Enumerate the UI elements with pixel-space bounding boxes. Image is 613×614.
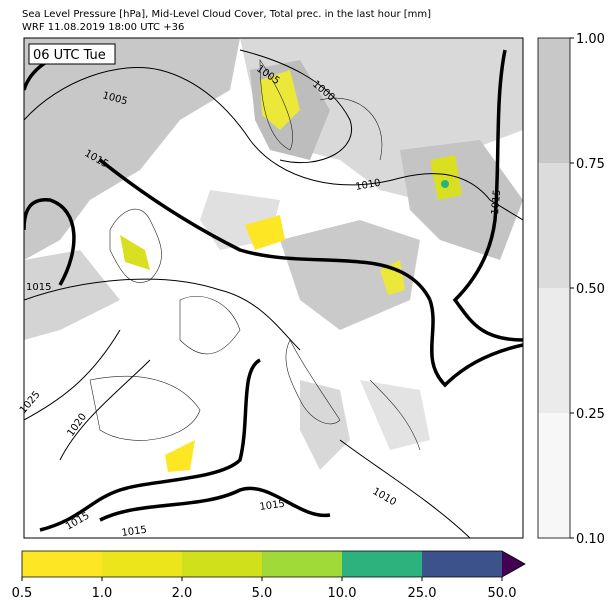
colorbar-tick-label: 50.0 (488, 586, 517, 601)
subtitle-line: WRF 11.08.2019 18:00 UTC +36 (22, 22, 184, 33)
colorbar-tick-label: 10.0 (328, 586, 357, 601)
colorbar-tick-label: 25.0 (408, 586, 437, 601)
isobar-label: 1015 (259, 499, 286, 513)
isobar-label: 1015 (490, 189, 503, 215)
colorbar-tick-label: 0.25 (576, 407, 605, 422)
cloud-colorbar: 1.00 0.75 0.50 0.25 0.10 (537, 32, 605, 547)
colorbar-tick-label: 0.75 (576, 157, 605, 172)
isobar-label: 1015 (26, 282, 51, 293)
colorbar-tick-label: 1.0 (92, 586, 113, 601)
map-panel: 06 UTC Tue 1005 1000 1005 1015 1010 1015… (18, 37, 524, 539)
isobar-label: 1015 (121, 525, 148, 539)
colorbar-tick-label: 1.00 (576, 32, 605, 47)
coastlines (89, 59, 421, 451)
colorbar-tick-label: 0.50 (576, 282, 605, 297)
title-line: Sea Level Pressure [hPa], Mid-Level Clou… (22, 9, 431, 20)
isobar-label: 1010 (355, 178, 382, 193)
colorbar-tick-label: 5.0 (252, 586, 273, 601)
colorbar-tick-label: 0.10 (576, 532, 605, 547)
colorbar-tick-label: 0.5 (12, 586, 33, 601)
isobars (24, 48, 523, 538)
precip-colorbar: 0.5 1.0 2.0 5.0 10.0 25.0 50.0 (12, 550, 526, 601)
colorbar-tick-label: 2.0 (172, 586, 193, 601)
time-label: 06 UTC Tue (33, 48, 106, 63)
